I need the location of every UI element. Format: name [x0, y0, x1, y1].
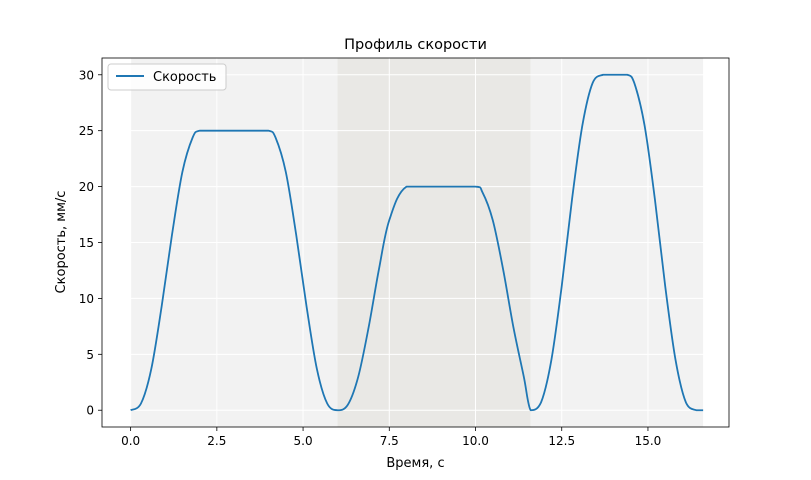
x-tick-label: 12.5: [548, 434, 575, 448]
legend-label: Скорость: [153, 70, 216, 85]
x-tick-label: 10.0: [462, 434, 489, 448]
y-tick-label: 5: [86, 348, 94, 362]
x-tick-label: 0.0: [121, 434, 140, 448]
x-tick-label: 2.5: [207, 434, 226, 448]
y-tick-label: 0: [86, 404, 94, 418]
x-tick-label: 5.0: [294, 434, 313, 448]
y-axis-ticks: 0 5 10 15 20 25 30: [79, 68, 102, 418]
y-tick-label: 20: [79, 180, 94, 194]
y-tick-label: 15: [79, 236, 94, 250]
y-axis-label: Скорость, мм/с: [54, 191, 69, 294]
legend-box: [107, 63, 227, 91]
x-tick-label: 15.0: [635, 434, 662, 448]
legend: Скорость: [107, 63, 227, 91]
series-lines: [130, 73, 704, 412]
y-tick-label: 30: [79, 68, 94, 82]
x-tick-label: 7.5: [380, 434, 399, 448]
x-axis-ticks: 0.0 2.5 5.0 7.5 10.0 12.5 15.0: [121, 427, 661, 448]
y-tick-label: 10: [79, 292, 94, 306]
series-line-1: [130, 73, 704, 412]
chart-title: Профиль скорости: [344, 37, 487, 53]
x-axis-label: Время, с: [386, 456, 444, 471]
y-tick-label: 25: [79, 124, 94, 138]
